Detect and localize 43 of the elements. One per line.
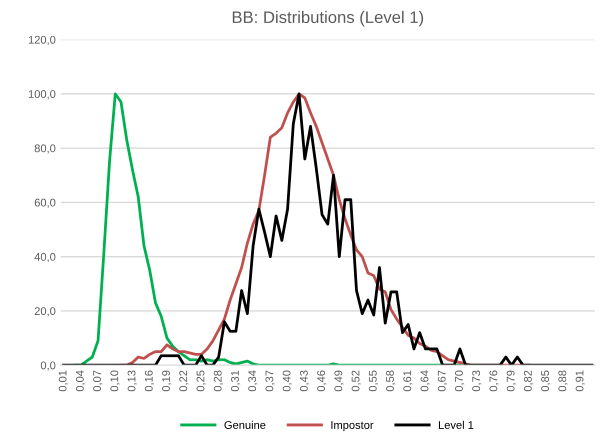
x-tick-label: 0,79 — [506, 370, 516, 392]
legend-label: Genuine — [224, 420, 266, 429]
x-tick-label: 0,49 — [334, 370, 344, 392]
x-tick-label: 0,07 — [93, 370, 102, 392]
x-tick-label: 0,04 — [76, 370, 86, 392]
legend-label: Impostor — [331, 421, 374, 432]
x-tick-label: 0,40 — [282, 370, 292, 392]
x-tick-label: 0,25 — [196, 370, 206, 392]
x-tick-label: 0,76 — [489, 370, 499, 392]
x-tick-label: 0,46 — [317, 370, 326, 392]
x-tick-label: 0,91 — [576, 370, 585, 392]
line-series — [62, 92, 594, 366]
x-tick-label: 0,22 — [179, 370, 188, 392]
x-tick-label: 0,43 — [300, 370, 310, 392]
y-tick-label: 100,0 — [28, 90, 56, 100]
x-tick-label: 0,01 — [58, 370, 68, 392]
x-tick-label: 0,16 — [144, 370, 154, 392]
x-tick-label: 0,70 — [455, 370, 464, 392]
y-tick-label: 0,0 — [40, 361, 56, 371]
y-tick-label: 60,0 — [34, 198, 56, 208]
y-tick-label: 40,0 — [34, 252, 56, 262]
x-tick-label: 0,31 — [230, 370, 240, 392]
x-tick-label: 0,88 — [558, 370, 568, 392]
x-tick-label: 0,85 — [541, 370, 550, 392]
x-tick-label: 0,61 — [403, 370, 412, 392]
y-tick-label: 80,0 — [34, 144, 56, 154]
x-tick-label: 0,37 — [265, 370, 275, 392]
x-tick-label: 0,52 — [352, 370, 361, 392]
x-tick-label: 0,64 — [420, 370, 430, 392]
x-tick-label: 0,73 — [472, 370, 482, 392]
x-tick-label: 0,58 — [386, 370, 396, 392]
x-tick-label: 0,82 — [524, 370, 534, 392]
x-tick-label: 0,28 — [214, 370, 223, 392]
chart-title: BB: Distributions (Level 1) — [232, 10, 424, 26]
x-tick-label: 0,19 — [162, 370, 172, 392]
x-tick-label: 0,10 — [110, 370, 120, 392]
x-tick-label: 0,55 — [368, 370, 378, 392]
y-tick-label: 20,0 — [34, 307, 56, 316]
legend-label: Level 1 — [438, 420, 474, 429]
y-tick-label: 120,0 — [28, 36, 56, 46]
x-tick-label: 0,13 — [128, 370, 137, 392]
x-tick-label: 0,34 — [248, 370, 258, 392]
x-tick-label: 0,67 — [438, 370, 447, 392]
